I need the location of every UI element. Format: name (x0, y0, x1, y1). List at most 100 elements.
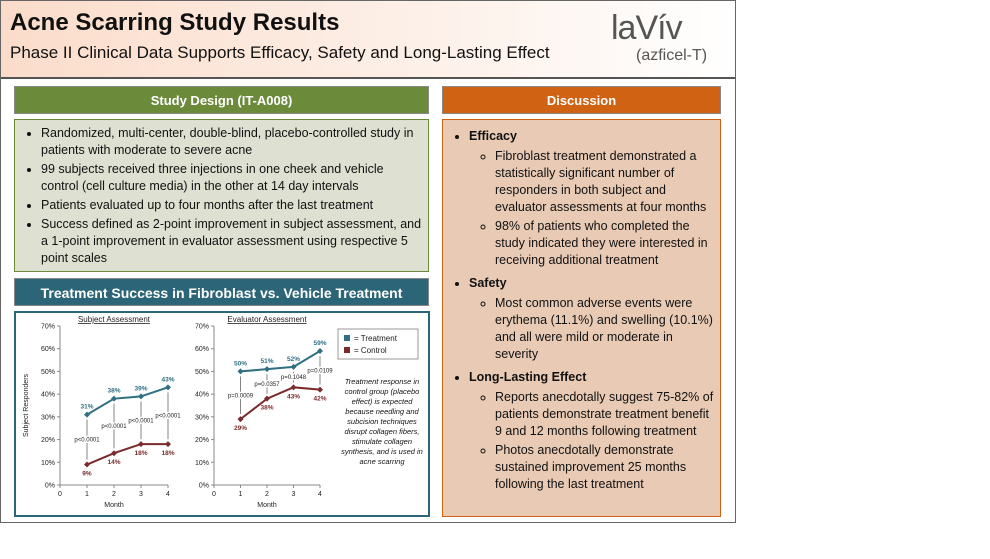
y-tick-label: 20% (41, 437, 55, 444)
value-label: 18% (134, 450, 147, 457)
x-tick-label: 0 (212, 491, 216, 498)
y-tick-label: 60% (41, 346, 55, 353)
bullet: Randomized, multi-center, double-blind, … (41, 125, 422, 159)
p-value: p<0.0001 (74, 438, 100, 444)
legend-swatch (344, 347, 350, 353)
value-label: 42% (313, 396, 326, 403)
sub-list: Most common adverse events were erythema… (469, 295, 714, 363)
point (165, 384, 171, 391)
charts: Subject Assessment0%10%20%30%40%50%60%70… (23, 315, 419, 509)
item: Photos anecdotally demonstrate sustained… (495, 442, 714, 493)
p-value: p<0.0001 (128, 418, 154, 424)
y-tick-label: 30% (41, 414, 55, 421)
discussion-header: Discussion (442, 86, 721, 114)
section: Efficacy Fibroblast treatment demonstrate… (469, 128, 714, 269)
point (264, 395, 270, 402)
legend-box (337, 328, 419, 360)
y-tick-label: 0% (45, 483, 55, 490)
value-label: 14% (107, 459, 120, 466)
point (317, 386, 323, 393)
chart-header: Treatment Success in Fibroblast vs. Vehi… (14, 278, 429, 306)
value-label: 38% (107, 388, 120, 395)
discussion-body: Efficacy Fibroblast treatment demonstrate… (442, 119, 721, 517)
subtitle: Phase II Clinical Data Supports Efficacy… (10, 43, 550, 62)
chart-title: Subject Assessment (78, 315, 151, 324)
x-tick-label: 3 (139, 491, 143, 498)
point (111, 395, 117, 402)
p-value: p=0.0009 (228, 393, 254, 399)
x-tick-label: 1 (85, 491, 89, 498)
y-tick-label: 30% (195, 414, 209, 421)
x-tick-label: 3 (292, 491, 296, 498)
point (237, 368, 244, 375)
series-line (239, 386, 321, 420)
point (138, 393, 144, 400)
y-tick-label: 60% (195, 346, 209, 353)
value-label: 18% (161, 450, 174, 457)
chart-panel: Subject Assessment 0% 10% 20% 30% 40% 50% 60% 70… (14, 311, 430, 517)
slide: Acne Scarring Study Results Phase II Cli… (0, 0, 736, 523)
point (237, 416, 244, 423)
header: Acne Scarring Study Results Phase II Cli… (1, 1, 735, 79)
value-label: 50% (234, 360, 247, 367)
y-tick-label: 10% (195, 460, 209, 467)
point (290, 363, 297, 370)
p-value: p=0.0109 (307, 368, 333, 374)
legend-label: = Treatment (354, 334, 398, 343)
chart-note: Treatment response in control group (pla… (341, 377, 423, 466)
x-axis-label: Month (257, 502, 277, 509)
point (165, 441, 171, 448)
value-label: 59% (313, 340, 326, 347)
value-label: 43% (161, 376, 174, 383)
logo-sub: (azficel-T) (636, 47, 708, 64)
series-line (86, 443, 168, 466)
value-label: 52% (287, 356, 300, 363)
title: Acne Scarring Study Results (10, 9, 340, 36)
y-axis-label: Subject Responders (23, 373, 30, 437)
value-label: 39% (134, 385, 147, 392)
p-value: p<0.0001 (155, 414, 181, 420)
p-value: p=0.1048 (281, 375, 307, 381)
point (138, 441, 144, 448)
section-heading: Long-Lasting Effect (469, 370, 587, 384)
x-tick-label: 1 (239, 491, 243, 498)
point (264, 366, 270, 373)
y-tick-label: 0% (199, 483, 209, 490)
p-value: p=0.0357 (254, 382, 280, 388)
item: Most common adverse events were erythema… (495, 295, 714, 363)
legend-label: = Control (354, 346, 387, 355)
point (290, 384, 297, 391)
y-tick-label: 50% (195, 369, 209, 376)
item: 98% of patients who completed the study … (495, 218, 714, 269)
point (84, 461, 90, 468)
bullet: Success defined as 2-point improvement i… (41, 216, 422, 267)
section-heading: Safety (469, 276, 507, 290)
section: Long-Lasting Effect Reports anecdotally s… (469, 369, 714, 493)
value-label: 43% (287, 393, 300, 400)
y-tick-label: 40% (41, 392, 55, 399)
y-tick-label: 10% (41, 460, 55, 467)
item: Fibroblast treatment demonstrated a stat… (495, 148, 714, 216)
value-label: 31% (80, 404, 93, 411)
study-body: Randomized, multi-center, double-blind, … (14, 119, 429, 272)
y-tick-label: 50% (41, 369, 55, 376)
y-tick-label: 70% (41, 324, 55, 331)
x-tick-label: 4 (166, 491, 170, 498)
sub-list: Reports anecdotally suggest 75-82% of pa… (469, 389, 714, 493)
value-label: 9% (82, 471, 92, 478)
point (84, 411, 90, 418)
logo: laVív (611, 9, 683, 47)
section-heading: Efficacy (469, 129, 517, 143)
point (111, 450, 117, 457)
x-tick-label: 2 (265, 491, 269, 498)
x-tick-label: 2 (112, 491, 116, 498)
sub-list: Fibroblast treatment demonstrated a stat… (469, 148, 714, 269)
study-header: Study Design (IT-A008) (14, 86, 429, 114)
item: Reports anecdotally suggest 75-82% of pa… (495, 389, 714, 440)
chart-title: Evaluator Assessment (227, 315, 307, 324)
x-tick-label: 4 (318, 491, 322, 498)
value-label: 29% (234, 425, 247, 432)
value-label: 38% (260, 405, 273, 412)
y-tick-label: 70% (195, 324, 209, 331)
